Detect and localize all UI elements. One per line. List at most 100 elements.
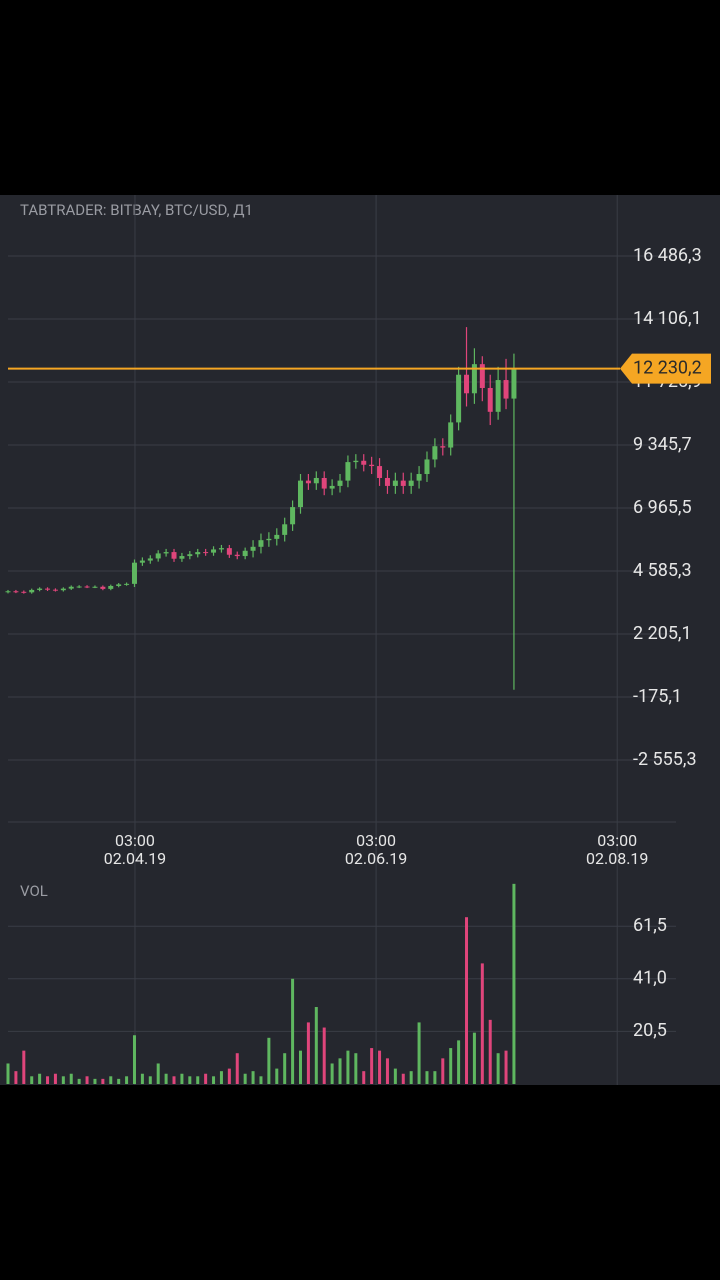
volume-tick-label: 20,5	[633, 1020, 667, 1041]
candle-body	[21, 591, 27, 593]
candle-body	[5, 591, 11, 593]
candle-body	[479, 364, 485, 388]
volume-bar	[38, 1073, 42, 1084]
volume-bar	[204, 1073, 208, 1084]
volume-bar	[385, 1058, 389, 1084]
candle-body	[195, 552, 201, 555]
y-tick-label: 4 585,3	[633, 560, 692, 581]
volume-bar	[85, 1076, 89, 1084]
candle-body	[384, 477, 390, 486]
candle-body	[353, 460, 359, 463]
volume-bar	[101, 1078, 105, 1084]
volume-bar	[53, 1073, 57, 1084]
volume-bar	[196, 1076, 200, 1084]
y-tick-label: 2 205,1	[633, 623, 692, 644]
volume-bar	[188, 1076, 192, 1084]
volume-bar	[14, 1071, 18, 1084]
volume-bar	[457, 1040, 461, 1084]
volume-bar	[417, 1022, 421, 1084]
x-tick-label: 02.04.19	[104, 849, 166, 868]
candle-body	[408, 480, 414, 486]
candle-body	[100, 586, 106, 589]
volume-bar	[148, 1076, 152, 1084]
volume-bar	[172, 1076, 176, 1084]
candle-body	[464, 374, 470, 394]
volume-bar	[425, 1071, 429, 1084]
candle-body	[37, 588, 43, 590]
candle-body	[258, 540, 264, 547]
volume-bar	[330, 1063, 334, 1084]
volume-bar	[480, 963, 484, 1084]
volume-bar	[370, 1048, 374, 1084]
volume-bar	[117, 1078, 121, 1084]
y-tick-label: 9 345,7	[633, 434, 692, 455]
candle-body	[424, 459, 430, 475]
candle-body	[60, 588, 66, 591]
y-tick-label: 16 486,3	[633, 245, 702, 266]
x-tick-label: 03:00	[597, 831, 637, 850]
volume-bar	[291, 978, 295, 1084]
volume-bar	[164, 1073, 168, 1084]
candle-body	[369, 464, 375, 467]
volume-bar	[125, 1076, 129, 1084]
candle-body	[377, 466, 383, 478]
volume-tick-label: 41,0	[633, 968, 667, 989]
volume-bar	[488, 1019, 492, 1084]
last-price-tag	[620, 353, 711, 384]
candle-body	[337, 480, 343, 486]
candle-body	[456, 374, 462, 423]
volume-bar	[362, 1071, 366, 1084]
candle-body	[116, 584, 122, 586]
candle-body	[345, 462, 351, 481]
chart-background	[0, 195, 720, 1085]
candle-body	[218, 548, 224, 550]
volume-bar	[472, 1032, 476, 1084]
candle-body	[448, 422, 454, 448]
volume-bar	[465, 917, 469, 1084]
volume-bar	[109, 1076, 113, 1084]
volume-bar	[346, 1050, 350, 1084]
candle-body	[92, 586, 98, 588]
volume-bar	[283, 1053, 287, 1084]
candle-body	[495, 380, 501, 412]
last-price-label: 12 230,2	[633, 357, 702, 378]
candle-body	[305, 480, 311, 484]
candle-body	[131, 562, 137, 584]
candle-body	[432, 446, 438, 460]
volume-bar	[156, 1063, 160, 1084]
volume-tick-label: 61,5	[633, 915, 667, 936]
candle-body	[329, 485, 335, 489]
x-tick-label: 03:00	[356, 831, 396, 850]
volume-bar	[6, 1063, 10, 1084]
volume-bar	[61, 1076, 65, 1084]
candle-body	[211, 549, 217, 553]
candle-body	[108, 585, 114, 589]
volume-bar	[259, 1076, 263, 1084]
volume-bar	[30, 1076, 34, 1084]
volume-bar	[433, 1071, 437, 1084]
volume-bar	[235, 1053, 239, 1084]
volume-bar	[322, 1027, 326, 1084]
candle-body	[361, 460, 367, 465]
volume-bar	[401, 1073, 405, 1084]
candle-body	[226, 548, 232, 555]
volume-bar	[140, 1073, 144, 1084]
volume-bar	[298, 1050, 302, 1084]
y-tick-label: 14 106,1	[633, 308, 702, 329]
x-tick-label: 03:00	[115, 831, 155, 850]
candle-body	[471, 364, 477, 394]
volume-bar	[409, 1071, 413, 1084]
volume-bar	[243, 1073, 247, 1084]
volume-bar	[504, 1050, 508, 1084]
volume-bar	[180, 1073, 184, 1084]
candle-body	[68, 586, 74, 589]
candle-body	[290, 507, 296, 525]
candle-body	[124, 583, 130, 585]
volume-bar	[77, 1078, 81, 1084]
volume-bar	[219, 1071, 223, 1084]
volume-bar	[354, 1053, 358, 1084]
candle-body	[282, 524, 288, 535]
x-tick-label: 02.08.19	[586, 849, 648, 868]
